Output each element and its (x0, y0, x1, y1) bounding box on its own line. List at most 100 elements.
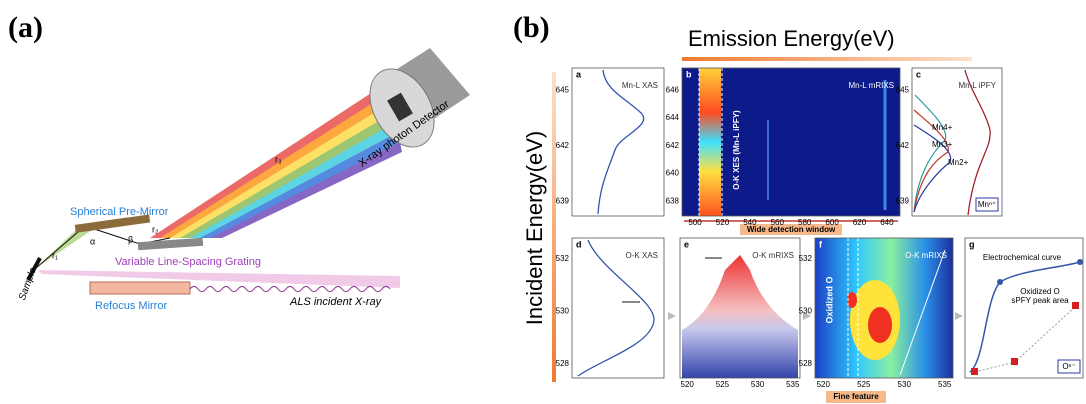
x-tick-label: 520 (681, 380, 695, 389)
refocus-mirror (89, 281, 191, 295)
y-tick-label: 642 (666, 141, 680, 150)
panel-title: O-K mRIXS (905, 251, 947, 260)
symbol: α (90, 236, 95, 246)
y-tick-label: 645 (556, 85, 570, 94)
y-tick-label: 646 (666, 85, 680, 94)
area-label: Oxidized O (1020, 287, 1060, 296)
label-box (740, 224, 842, 235)
curve (964, 69, 991, 216)
pre-mirror (74, 214, 151, 233)
state-label: Mn3+ (932, 140, 953, 149)
x-tick-label: 600 (825, 218, 839, 227)
y-tick-label: 530 (556, 307, 570, 316)
x-tick-label: 640 (880, 218, 894, 227)
beam-spectrum (150, 82, 402, 238)
panel-label: (b) (513, 11, 550, 44)
panel-title: Mn-L iPFY (959, 81, 997, 90)
panel-frame (571, 237, 665, 379)
diagonal (899, 249, 946, 376)
marker (1077, 259, 1083, 265)
panel-title: O-K mRIXS (752, 251, 794, 260)
x-tick-label: 540 (743, 218, 757, 227)
curve (597, 69, 645, 215)
panel-label: (a) (8, 11, 43, 44)
y-tick-label: 639 (896, 196, 910, 205)
flow-arrow (803, 312, 811, 320)
flow-arrow (668, 312, 676, 320)
x-tick-label: 530 (898, 380, 912, 389)
annotation: Oxidized O (824, 276, 834, 323)
curve (577, 239, 655, 377)
y-tick-label: 530 (799, 307, 813, 316)
marker (997, 279, 1003, 285)
legend: Mnⁿ⁺ (978, 200, 996, 209)
legend-box (1057, 359, 1081, 374)
panel-frame (681, 67, 901, 217)
y-tick-label: 640 (666, 169, 680, 178)
symbol: r₂ (152, 224, 159, 234)
x-tick-label: 580 (798, 218, 812, 227)
x-tick-label: 525 (857, 380, 871, 389)
detector (369, 48, 470, 148)
panel-letter: e (684, 239, 689, 249)
ray-path (35, 225, 171, 269)
panel-letter: b (686, 69, 692, 79)
waterfall (682, 255, 798, 378)
curve (969, 261, 1081, 373)
panel-letter: g (969, 239, 975, 249)
y-axis-title: Incident Energy(eV) (522, 131, 547, 325)
marker (971, 368, 978, 375)
x-tick-label: 530 (751, 380, 765, 389)
xray-wave (189, 286, 391, 292)
flow-arrow (955, 312, 963, 320)
focus-beam (36, 226, 95, 268)
heatmap (699, 68, 721, 216)
x-tick-label: 535 (786, 380, 800, 389)
y-tick-label: 638 (666, 196, 680, 205)
panel-title: O-K XAS (626, 251, 658, 260)
axis-arrow (552, 72, 556, 382)
y-tick-label: 642 (896, 141, 910, 150)
state-label: Mn2+ (948, 158, 969, 167)
panel-letter: d (576, 239, 582, 249)
panel-letter: a (576, 69, 582, 79)
axis-arrow (682, 57, 972, 61)
incident-label: ALS incident X-ray (289, 296, 383, 308)
annotation: O-K XES (Mn-L iPFY) (732, 110, 741, 190)
symbol: r₃ (275, 154, 282, 164)
state-label: Mn4+ (932, 123, 953, 132)
window-label: Fine feature (833, 392, 879, 401)
panel-frame (814, 237, 954, 379)
panel-title: Mn-L mRIXS (849, 81, 895, 90)
panel-frame (964, 237, 1084, 379)
y-tick-label: 532 (799, 254, 813, 263)
x-tick-label: 560 (771, 218, 785, 227)
refocus-mirror-label: Refocus Mirror (95, 300, 167, 312)
panel-frame (679, 237, 801, 379)
y-tick-label: 532 (556, 254, 570, 263)
grating-label: Variable Line-Spacing Grating (115, 256, 261, 268)
x-axis-title: Emission Energy(eV) (688, 26, 895, 51)
window-label: Wide detection window (747, 225, 836, 234)
legend-box (975, 197, 999, 212)
marker (1011, 358, 1018, 365)
panel-frame (911, 67, 1003, 217)
y-tick-label: 644 (666, 113, 680, 122)
legend: Oⁿ⁻ (1062, 362, 1075, 371)
incident-beam (38, 270, 400, 288)
y-tick-label: 639 (556, 196, 570, 205)
grating (137, 237, 204, 251)
y-tick-label: 642 (556, 141, 570, 150)
label-box (826, 391, 886, 403)
x-tick-label: 520 (817, 380, 831, 389)
y-tick-label: 645 (896, 85, 910, 94)
x-tick-label: 620 (853, 218, 867, 227)
y-tick-label: 528 (556, 359, 570, 368)
curve (913, 124, 952, 213)
pre-mirror-label: Spherical Pre-Mirror (70, 206, 169, 218)
symbol: r₁ (52, 250, 58, 260)
curve (913, 94, 947, 213)
heatmap (868, 307, 892, 343)
panel-title: Mn-L XAS (622, 81, 658, 90)
marker (1072, 302, 1079, 309)
